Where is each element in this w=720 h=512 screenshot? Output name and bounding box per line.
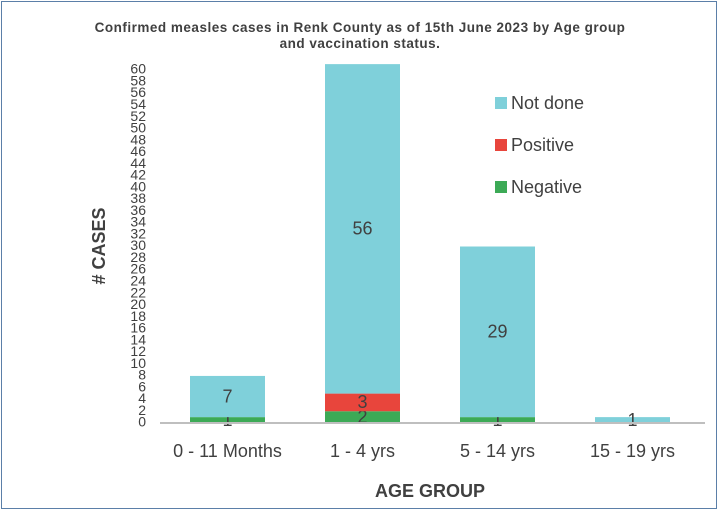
data-label: 3: [357, 392, 367, 412]
y-tick-label: 58: [130, 72, 146, 88]
legend-swatch: [495, 97, 507, 109]
y-tick-label: 56: [130, 84, 146, 100]
bar-segment: [460, 246, 535, 418]
y-tick-label: 48: [130, 131, 146, 147]
bar-segment: [190, 375, 265, 418]
y-tick-label: 46: [130, 143, 146, 159]
bar-segment: [460, 417, 535, 423]
y-tick-label: 14: [130, 331, 146, 347]
y-tick-label: 22: [130, 284, 146, 300]
y-tick-label: 12: [130, 343, 146, 359]
y-tick-label: 50: [130, 120, 146, 136]
y-tick-label: 52: [130, 108, 146, 124]
y-tick-label: 38: [130, 190, 146, 206]
x-tick-label: 15 - 19 yrs: [589, 441, 676, 461]
data-label: 1: [627, 410, 637, 430]
y-tick-label: 42: [130, 167, 146, 183]
y-tick-label: 2: [138, 402, 146, 418]
data-label: 29: [487, 322, 507, 342]
y-axis-label: # CASES: [89, 207, 109, 284]
bar-segment: [325, 64, 400, 394]
y-tick-label: 32: [130, 225, 146, 241]
y-tick-label: 20: [130, 296, 146, 312]
y-tick-label: 40: [130, 178, 146, 194]
y-tick-label: 16: [130, 320, 146, 336]
bar-segment: [325, 411, 400, 423]
y-tick-label: 54: [130, 96, 146, 112]
legend-label: Not done: [511, 93, 584, 113]
legend-label: Negative: [511, 177, 582, 197]
y-tick-label: 26: [130, 261, 146, 277]
x-tick-label: 0 - 11 Months: [173, 441, 282, 461]
data-label: 7: [222, 386, 232, 406]
y-tick-label: 24: [130, 273, 146, 289]
data-label: 56: [352, 219, 372, 239]
data-label: 2: [357, 407, 367, 427]
data-label: 1: [492, 410, 502, 430]
y-tick-label: 18: [130, 308, 146, 324]
y-tick-label: 0: [138, 414, 146, 430]
y-tick-label: 44: [130, 155, 146, 171]
bar-segment: [190, 417, 265, 423]
data-label: 1: [222, 410, 232, 430]
x-tick-label: 5 - 14 yrs: [459, 441, 536, 461]
y-tick-label: 34: [130, 214, 146, 230]
y-tick-label: 4: [138, 390, 146, 406]
y-tick-label: 60: [130, 61, 146, 77]
legend-label: Positive: [511, 135, 574, 155]
legend-swatch: [495, 139, 507, 151]
bar-segment: [595, 417, 670, 423]
y-tick-label: 8: [138, 367, 146, 383]
legend-swatch: [495, 181, 507, 193]
x-axis-label: AGE GROUP: [374, 481, 485, 501]
x-tick-label: 1 - 4 yrs: [329, 441, 395, 461]
y-tick-label: 30: [130, 237, 146, 253]
y-tick-label: 10: [130, 355, 146, 371]
y-tick-label: 28: [130, 249, 146, 265]
chart-title: Confirmed measles cases in Renk County a…: [94, 20, 626, 51]
bar-segment: [325, 393, 400, 412]
y-tick-label: 6: [138, 378, 146, 394]
y-tick-label: 36: [130, 202, 146, 218]
